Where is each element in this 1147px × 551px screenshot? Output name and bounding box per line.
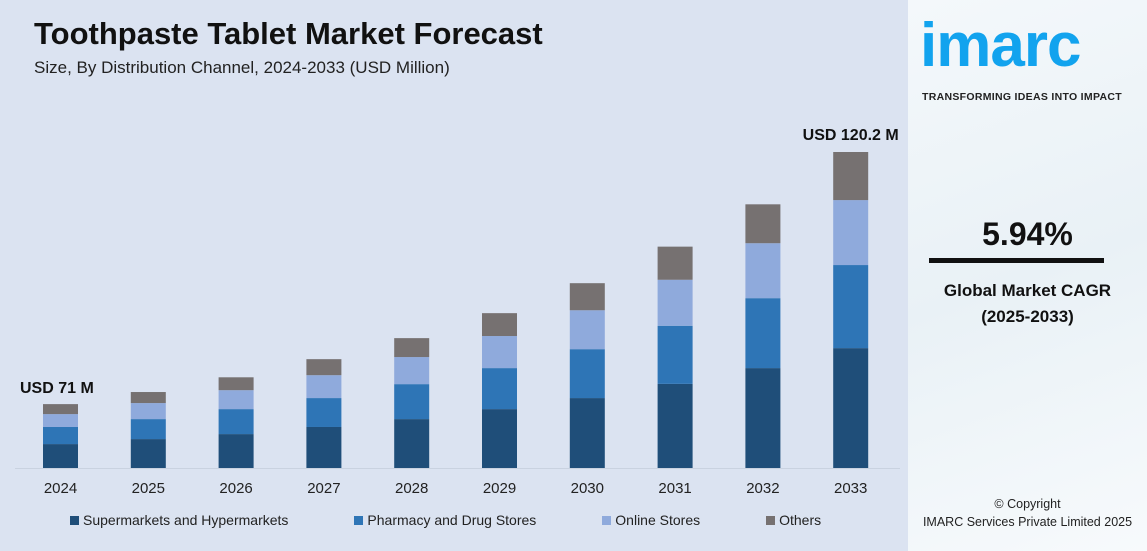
legend-item: Others — [766, 512, 821, 528]
bar-segment-2033-2 — [833, 200, 869, 266]
bar-segment-2028-0 — [394, 419, 430, 468]
legend-label: Supermarkets and Hypermarkets — [83, 512, 289, 528]
legend-item: Pharmacy and Drug Stores — [354, 512, 536, 528]
legend-swatch — [70, 515, 79, 525]
bar-segment-2032-2 — [745, 243, 781, 299]
legend: Supermarkets and Hypermarkets Pharmacy an… — [70, 512, 887, 528]
x-tick-label: 2025 — [132, 480, 165, 497]
divider — [929, 258, 1104, 263]
legend-swatch — [354, 515, 364, 525]
bar-segment-2031-0 — [657, 383, 693, 468]
x-tick-label: 2030 — [571, 480, 604, 497]
bar-segment-2031-2 — [657, 279, 693, 326]
bar-segment-2031-3 — [657, 246, 693, 280]
chart-title: Toothpaste Tablet Market Forecast — [34, 16, 543, 51]
bar-segment-2028-1 — [394, 384, 430, 420]
bar-segment-2032-1 — [745, 298, 781, 369]
bar-segment-2030-0 — [569, 398, 605, 468]
bar-segment-2024-3 — [43, 404, 78, 415]
bar-segment-2024-1 — [43, 426, 78, 445]
chart-subtitle: Size, By Distribution Channel, 2024-2033… — [34, 58, 450, 77]
tagline: TRANSFORMING IDEAS INTO IMPACT — [922, 91, 1122, 103]
copyright-text: © Copyright — [994, 497, 1061, 511]
bar-segment-2024-2 — [43, 414, 78, 427]
bar-segment-2032-3 — [745, 204, 781, 244]
total-annotation: USD 71 M — [20, 380, 94, 397]
bar-segment-2028-3 — [394, 338, 430, 358]
bar-segment-2032-0 — [745, 368, 781, 468]
x-tick-label: 2028 — [395, 480, 428, 497]
cagr-label: Global Market CAGR (2025-2033) — [908, 278, 1147, 330]
legend-swatch — [602, 515, 612, 525]
total-annotation: USD 120.2 M — [803, 127, 899, 144]
info-panel: imarc TRANSFORMING IDEAS INTO IMPACT 5.9… — [908, 0, 1147, 551]
bar-segment-2025-2 — [130, 403, 166, 420]
cagr-value: 5.94% — [982, 216, 1073, 252]
legend-label: Others — [779, 512, 822, 528]
bar-segment-2025-0 — [130, 439, 166, 468]
company-name: IMARC Services Private Limited 2025 — [922, 515, 1133, 529]
legend-label: Online Stores — [615, 512, 701, 528]
legend-item: Online Stores — [602, 512, 700, 528]
copyright: © Copyright IMARC Services Private Limite… — [908, 495, 1147, 531]
imarc-logo: imarc — [920, 11, 1081, 80]
bar-segment-2033-3 — [833, 152, 869, 201]
bar-segment-2025-3 — [130, 392, 166, 404]
bar-segment-2026-1 — [218, 409, 254, 435]
bar-segment-2029-1 — [482, 368, 517, 410]
bar-segment-2027-2 — [306, 375, 342, 399]
x-tick-label: 2033 — [834, 480, 867, 497]
bar-segment-2031-1 — [657, 325, 693, 384]
bar-segment-2027-1 — [306, 398, 342, 427]
bar-segment-2027-0 — [306, 426, 342, 468]
bar-chart: 2024 2025 2026 2027 2028 2029 2030 2031 2032 2033… — [15, 127, 900, 497]
bar-segment-2028-2 — [394, 357, 430, 385]
bar-segment-2024-0 — [43, 444, 78, 468]
bar-segment-2026-2 — [218, 390, 254, 410]
bar-segment-2030-1 — [569, 349, 605, 399]
x-tick-label: 2031 — [658, 480, 691, 497]
bar-segment-2030-2 — [569, 310, 605, 350]
legend-swatch — [766, 515, 776, 525]
cagr-period: (2025-2033) — [981, 307, 1074, 326]
legend-label: Pharmacy and Drug Stores — [367, 512, 537, 528]
bar-segment-2029-3 — [482, 313, 517, 337]
bar-segment-2026-3 — [218, 377, 254, 391]
bar-segment-2029-0 — [482, 409, 517, 468]
bar-segment-2033-0 — [833, 348, 869, 468]
legend-item: Supermarkets and Hypermarkets — [70, 512, 288, 528]
bar-segment-2033-1 — [833, 265, 869, 349]
x-tick-label: 2026 — [219, 480, 252, 497]
chart-panel: Toothpaste Tablet Market Forecast Size, … — [0, 0, 908, 551]
x-tick-label: 2029 — [483, 480, 516, 497]
x-tick-label: 2032 — [746, 480, 779, 497]
bar-segment-2027-3 — [306, 359, 342, 376]
bar-segment-2026-0 — [218, 434, 254, 468]
bar-segment-2029-2 — [482, 336, 517, 369]
x-tick-label: 2027 — [307, 480, 340, 497]
bar-segment-2030-3 — [569, 283, 605, 311]
bar-segment-2025-1 — [130, 419, 166, 440]
x-tick-label: 2024 — [44, 480, 77, 497]
cagr-label-text: Global Market CAGR — [943, 281, 1112, 300]
